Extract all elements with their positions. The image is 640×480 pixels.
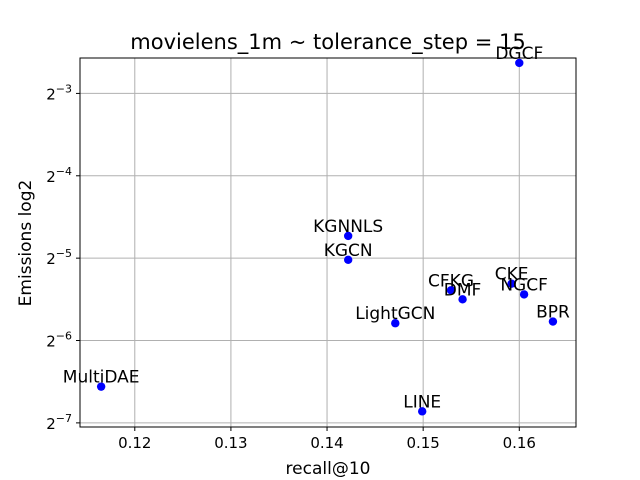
x-axis-label: recall@10 — [286, 459, 371, 479]
y-tick-exponent: −5 — [56, 247, 72, 260]
x-tick-label: 0.13 — [214, 434, 247, 452]
chart-title: movielens_1m ~ tolerance_step = 15 — [130, 30, 525, 55]
point-label-multidae: MultiDAE — [63, 368, 140, 388]
y-tick-base: 2 — [46, 250, 56, 268]
y-tick-base: 2 — [46, 168, 56, 186]
point-labels: DGCFKGNNLSKGCNCFKGDMFCKENGCFBPRLightGCNM… — [63, 44, 570, 412]
point-label-bpr: BPR — [536, 303, 570, 323]
y-tick-base: 2 — [46, 85, 56, 103]
point-label-ngcf: NGCF — [500, 275, 548, 295]
y-tick-exponent: −6 — [56, 330, 72, 343]
point-label-line: LINE — [403, 392, 441, 412]
point-label-dmf: DMF — [444, 280, 482, 300]
y-tick-label: 2−5 — [46, 247, 72, 268]
point-label-lightgcn: LightGCN — [355, 304, 435, 324]
y-axis-label: Emissions log2 — [16, 180, 36, 307]
x-axis-ticks: 0.12 0.13 0.14 0.15 0.16 — [118, 427, 536, 452]
x-tick-label: 0.14 — [310, 434, 343, 452]
y-tick-label: 2−7 — [46, 412, 72, 433]
x-tick-label: 0.15 — [406, 434, 439, 452]
y-tick-base: 2 — [46, 333, 56, 351]
x-tick-label: 0.12 — [118, 434, 151, 452]
y-tick-exponent: −7 — [56, 412, 72, 425]
y-tick-label: 2−3 — [46, 82, 72, 103]
y-tick-exponent: −4 — [56, 165, 72, 178]
x-tick-label: 0.16 — [503, 434, 536, 452]
point-label-kgcn: KGCN — [324, 241, 373, 261]
y-tick-base: 2 — [46, 415, 56, 433]
point-label-kgnnls: KGNNLS — [313, 217, 383, 237]
y-tick-label: 2−4 — [46, 165, 72, 186]
y-tick-label: 2−6 — [46, 330, 72, 351]
y-tick-exponent: −3 — [56, 82, 72, 95]
